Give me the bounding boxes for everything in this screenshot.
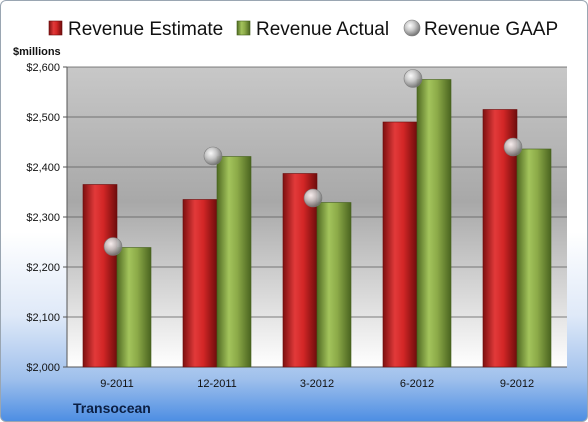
company-name: Transocean: [73, 400, 151, 416]
plot-area: $2,000 $2,100 $2,200 $2,300 $2,400 $2,500 $2,6…: [26, 62, 567, 390]
y-tick-label: $2,300: [26, 212, 60, 224]
legend-swatch: [48, 20, 63, 36]
bar-revenue-actual: [216, 156, 252, 368]
legend-item: Revenue Actual: [236, 19, 389, 40]
y-tick-label: $2,500: [26, 112, 60, 124]
legend-item: Revenue GAAP: [403, 19, 558, 40]
y-tick-label: $2,200: [26, 262, 60, 274]
legend-swatch: [236, 20, 251, 36]
y-tick-label: $2,400: [26, 162, 60, 174]
bar-revenue-actual: [316, 202, 352, 368]
y-axis-unit-label: $millions: [13, 46, 61, 58]
x-tick-label: 12-2011: [197, 378, 237, 390]
legend-item: Revenue Estimate: [48, 19, 223, 40]
marker-revenue-gaap: [303, 188, 323, 208]
legend-marker: [403, 19, 421, 37]
marker-revenue-gaap: [203, 146, 223, 166]
bar-revenue-estimate: [182, 199, 218, 368]
legend: Revenue Estimate Revenue Actual Revenue GA…: [48, 19, 558, 40]
x-tick-label: 9-2011: [100, 378, 133, 390]
marker-revenue-gaap: [503, 137, 523, 157]
marker-revenue-gaap: [403, 69, 423, 88]
y-tick-label: $2,000: [26, 362, 60, 374]
legend-label: Revenue Actual: [256, 19, 389, 40]
marker-revenue-gaap: [103, 237, 123, 256]
bar-revenue-actual: [416, 79, 452, 368]
bar-revenue-actual: [116, 247, 152, 368]
bar-revenue-actual: [516, 148, 552, 368]
bar-revenue-estimate: [82, 184, 118, 368]
bar-revenue-estimate: [382, 121, 418, 368]
x-tick-label: 6-2012: [400, 378, 434, 390]
y-tick-label: $2,600: [26, 62, 60, 74]
y-tick-label: $2,100: [26, 312, 60, 324]
legend-label: Revenue GAAP: [424, 19, 558, 40]
legend-label: Revenue Estimate: [68, 19, 223, 40]
x-tick-label: 3-2012: [300, 378, 334, 390]
x-tick-label: 9-2012: [500, 378, 534, 390]
